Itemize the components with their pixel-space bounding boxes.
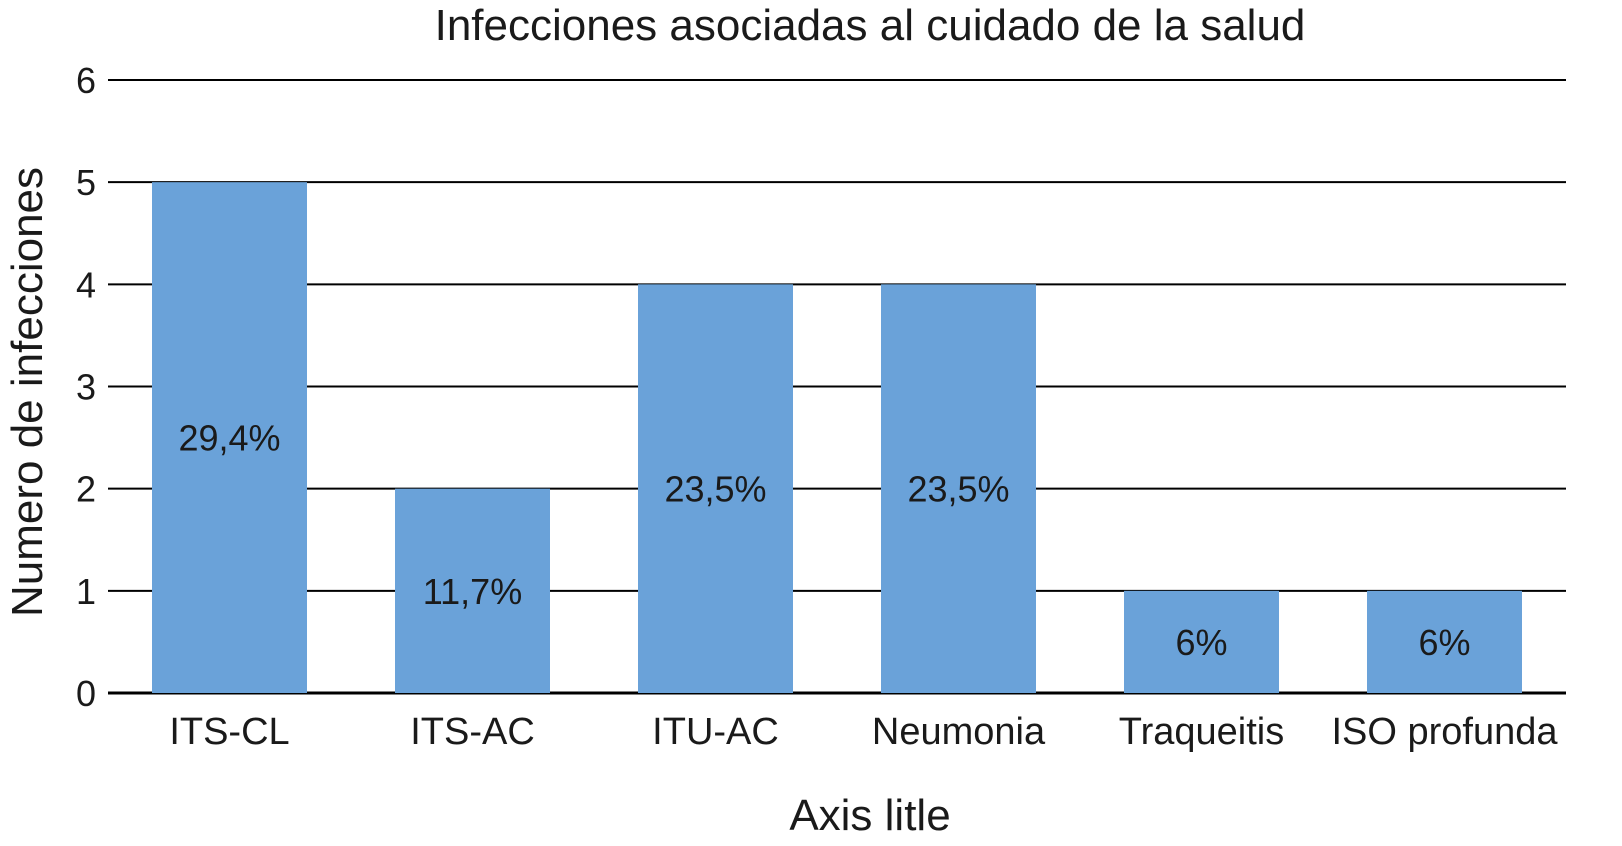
bar bbox=[881, 284, 1036, 693]
y-axis-ticks: 0 1 2 3 4 5 6 bbox=[76, 60, 96, 714]
bar bbox=[1124, 590, 1279, 693]
data-label: 23,5% bbox=[907, 469, 1009, 510]
y-tick-label: 0 bbox=[76, 673, 96, 714]
gridlines bbox=[108, 79, 1566, 695]
x-tick-label: ISO profunda bbox=[1331, 711, 1558, 753]
chart-title: Infecciones asociadas al cuidado de la s… bbox=[435, 1, 1306, 50]
x-axis-ticks: ITS-CL ITS-AC ITU-AC Neumonia Traqueitis ISO … bbox=[169, 711, 1558, 753]
data-label: 29,4% bbox=[178, 418, 280, 459]
y-axis-label: Numero de infecciones bbox=[3, 167, 52, 617]
data-labels: 29,4% 11,7% 23,5% 23,5% 6% 6% bbox=[178, 418, 1470, 663]
x-tick-label: Neumonia bbox=[872, 711, 1046, 753]
y-tick-label: 6 bbox=[76, 60, 96, 101]
y-tick-label: 5 bbox=[76, 162, 96, 203]
y-tick-label: 3 bbox=[76, 367, 96, 408]
y-tick-label: 2 bbox=[76, 469, 96, 510]
bar bbox=[152, 182, 307, 693]
x-axis-label: Axis litle bbox=[789, 791, 950, 840]
data-label: 6% bbox=[1175, 622, 1227, 663]
x-tick-label: ITS-CL bbox=[169, 711, 289, 753]
bar bbox=[395, 488, 550, 693]
x-tick-label: ITU-AC bbox=[652, 711, 779, 753]
y-tick-label: 1 bbox=[76, 571, 96, 612]
data-label: 23,5% bbox=[664, 469, 766, 510]
x-tick-label: Traqueitis bbox=[1119, 711, 1284, 753]
data-label: 11,7% bbox=[423, 571, 522, 612]
x-tick-label: ITS-AC bbox=[410, 711, 535, 753]
data-label: 6% bbox=[1418, 622, 1470, 663]
bars bbox=[152, 182, 1522, 693]
bar bbox=[1367, 590, 1522, 693]
bar bbox=[638, 284, 793, 693]
y-tick-label: 4 bbox=[76, 264, 96, 305]
